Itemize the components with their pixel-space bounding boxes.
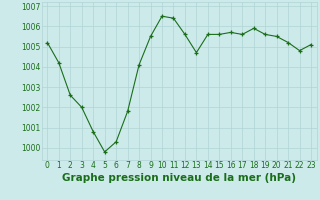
X-axis label: Graphe pression niveau de la mer (hPa): Graphe pression niveau de la mer (hPa) <box>62 173 296 183</box>
